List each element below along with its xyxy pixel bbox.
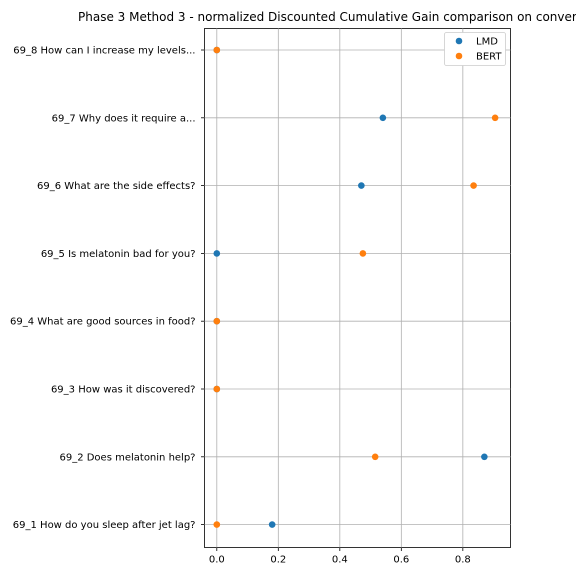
point-lmd xyxy=(213,250,221,257)
x-tick-label: 0.4 xyxy=(332,555,348,566)
x-tick-label: 0.8 xyxy=(455,555,471,566)
point-bert xyxy=(213,46,221,54)
point-bert xyxy=(213,385,221,393)
axis-ticks: 0.0 0.2 0.4 0.6 0.8 69_1 How do you sleep aft… xyxy=(10,46,471,566)
point-lmd xyxy=(268,521,276,528)
y-tick-label: 69_2 Does melatonin help? xyxy=(59,452,195,463)
legend-marker-bert xyxy=(455,52,463,60)
point-bert xyxy=(371,453,379,461)
point-bert xyxy=(213,317,221,325)
chart-title: Phase 3 Method 3 - normalized Discounted… xyxy=(78,10,576,24)
point-bert xyxy=(213,521,221,528)
y-tick-label: 69_8 How can I increase my levels... xyxy=(13,46,195,57)
y-tick-label: 69_3 How was it discovered? xyxy=(51,385,196,396)
x-tick-label: 0.2 xyxy=(270,555,286,566)
y-tick-label: 69_5 Is melatonin bad for you? xyxy=(41,249,196,260)
y-tick-label: 69_6 What are the side effects? xyxy=(37,181,195,192)
x-tick-label: 0.6 xyxy=(393,555,409,566)
y-tick-label: 69_7 Why does it require a... xyxy=(52,113,196,124)
point-lmd xyxy=(358,182,365,189)
y-tick-label: 69_1 How do you sleep after jet lag? xyxy=(13,520,196,531)
point-lmd xyxy=(481,453,488,461)
plot-frame xyxy=(204,28,511,548)
legend-items: LMD BERT xyxy=(455,37,502,63)
point-bert xyxy=(470,182,477,189)
point-lmd xyxy=(379,114,387,122)
x-tick-label: 0.0 xyxy=(209,555,225,566)
legend-marker-lmd xyxy=(455,37,463,45)
legend-label-bert: BERT xyxy=(476,52,502,63)
point-bert xyxy=(359,250,367,257)
grid xyxy=(204,28,511,548)
legend-label-lmd: LMD xyxy=(476,37,498,48)
y-tick-label: 69_4 What are good sources in food? xyxy=(10,317,195,328)
point-bert xyxy=(491,114,499,122)
legend: LMD BERT xyxy=(444,32,506,66)
data-points xyxy=(213,46,499,528)
